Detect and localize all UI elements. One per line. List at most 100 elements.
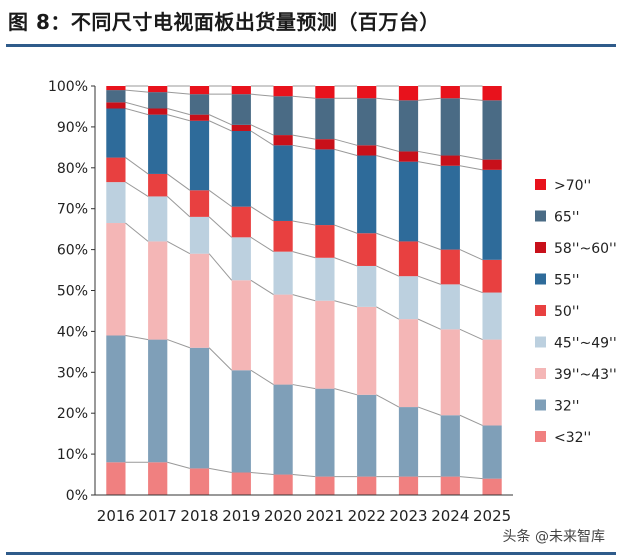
y-tick-label: 90% bbox=[57, 120, 88, 136]
legend-label: 32'' bbox=[554, 399, 580, 415]
bar-segment bbox=[189, 347, 210, 469]
bar-segment bbox=[357, 265, 377, 307]
series-connector-line bbox=[376, 394, 400, 408]
series-connector-line bbox=[250, 93, 274, 97]
bar-segment bbox=[148, 86, 168, 93]
bar-segment bbox=[440, 165, 460, 250]
bar-segment bbox=[440, 98, 460, 156]
series-connector-line bbox=[334, 224, 358, 234]
series-connector-line bbox=[459, 283, 483, 294]
bar-segment bbox=[273, 220, 293, 252]
legend-swatch bbox=[535, 305, 546, 316]
bar-segment bbox=[398, 476, 419, 495]
series-connector-line bbox=[376, 265, 400, 277]
legend-swatch bbox=[535, 242, 546, 253]
bar-segment bbox=[315, 225, 335, 258]
bar-segment bbox=[440, 476, 460, 495]
y-tick-label: 30% bbox=[57, 365, 88, 381]
bar-segment bbox=[106, 335, 126, 463]
bar-segment bbox=[231, 124, 251, 131]
series-connector-line bbox=[459, 249, 483, 261]
series-connector-line bbox=[417, 406, 441, 416]
bar-segment bbox=[106, 108, 126, 158]
x-tick-label: 2022 bbox=[348, 507, 386, 525]
series-connector-line bbox=[292, 384, 316, 390]
series-connector-line bbox=[376, 232, 400, 242]
bar-segment bbox=[189, 468, 210, 495]
series-connector-line bbox=[292, 294, 316, 302]
y-tick-label: 0% bbox=[66, 488, 88, 504]
series-connector-line bbox=[417, 318, 441, 330]
legend: >70'' 65'' 58''~60'' 55'' 50'' 45''~49'' 39''~… bbox=[535, 178, 617, 446]
series-connector-line bbox=[167, 108, 191, 116]
chart-title: 图 8：不同尺寸电视面板出货量预测（百万台） bbox=[8, 10, 440, 34]
bar-segment bbox=[148, 241, 168, 340]
bar-segment bbox=[231, 280, 251, 371]
bar-segment bbox=[231, 130, 251, 207]
bar-segment bbox=[106, 157, 126, 183]
bar-segment bbox=[148, 196, 168, 242]
bar-segment bbox=[315, 300, 335, 389]
series-connector-line bbox=[167, 173, 191, 191]
series-connector-line bbox=[167, 240, 191, 255]
bar-segment bbox=[189, 114, 210, 121]
x-tick-label: 2021 bbox=[306, 507, 344, 525]
bar-segment bbox=[189, 94, 210, 115]
bar-segment bbox=[440, 415, 460, 477]
bar-segment bbox=[231, 94, 251, 125]
bar-segment bbox=[398, 319, 419, 408]
bar-segment bbox=[398, 407, 419, 477]
bar-segment bbox=[357, 394, 377, 477]
bar-segment bbox=[106, 182, 126, 224]
series-connector-line bbox=[167, 461, 191, 469]
bar-segment bbox=[398, 151, 419, 162]
x-tick-label: 2025 bbox=[473, 507, 511, 525]
series-connector-line bbox=[459, 155, 483, 161]
bar-segment bbox=[273, 474, 293, 495]
y-tick-label: 20% bbox=[57, 406, 88, 422]
series-connector-line bbox=[334, 138, 358, 146]
y-axis: 0% 10% 20% 30% 40% 50% 60% 70% 80% 90% 100% bbox=[48, 79, 96, 504]
series-connector-line bbox=[208, 120, 232, 132]
series-connector-line bbox=[250, 279, 274, 296]
series-connector-line bbox=[208, 114, 232, 126]
bar-segment bbox=[148, 339, 168, 463]
bar-segment bbox=[315, 257, 335, 301]
bar-segment bbox=[273, 294, 293, 385]
bar-segment bbox=[315, 388, 335, 477]
series-connector-line bbox=[209, 467, 232, 473]
bar-segment bbox=[106, 86, 126, 91]
bar-segment bbox=[148, 173, 168, 197]
x-tick-label: 2018 bbox=[180, 507, 218, 525]
x-tick-label: 2023 bbox=[389, 507, 427, 525]
bar-segment bbox=[273, 384, 293, 475]
bar-segment bbox=[482, 86, 502, 101]
bar-segment bbox=[357, 98, 377, 146]
legend-swatch bbox=[535, 336, 546, 348]
bar-segment bbox=[398, 276, 419, 320]
legend-label: <32'' bbox=[554, 430, 591, 446]
series-connector-line bbox=[459, 476, 483, 480]
bar-segment bbox=[106, 102, 126, 109]
bar-segment bbox=[440, 249, 460, 285]
bar-segment bbox=[273, 251, 293, 295]
bar-segment bbox=[106, 462, 126, 495]
bar-segment bbox=[482, 425, 502, 479]
bar-segment bbox=[357, 155, 377, 234]
series-connector-line bbox=[334, 257, 358, 267]
x-tick-label: 2016 bbox=[97, 507, 135, 525]
x-tick-label: 2017 bbox=[139, 507, 177, 525]
x-tick-label: 2020 bbox=[264, 507, 302, 525]
series-connector-line bbox=[125, 181, 149, 197]
bar-segment bbox=[273, 86, 293, 97]
bar-segment bbox=[231, 237, 251, 281]
bar-segment bbox=[357, 306, 377, 395]
series-connector-line bbox=[334, 300, 358, 308]
series-connector-line bbox=[292, 474, 316, 478]
legend-label: 55'' bbox=[554, 273, 580, 289]
legend-label: 50'' bbox=[554, 304, 580, 320]
series-connector-line bbox=[125, 334, 149, 341]
series-connector-line bbox=[376, 155, 400, 163]
y-tick-label: 10% bbox=[57, 447, 88, 463]
